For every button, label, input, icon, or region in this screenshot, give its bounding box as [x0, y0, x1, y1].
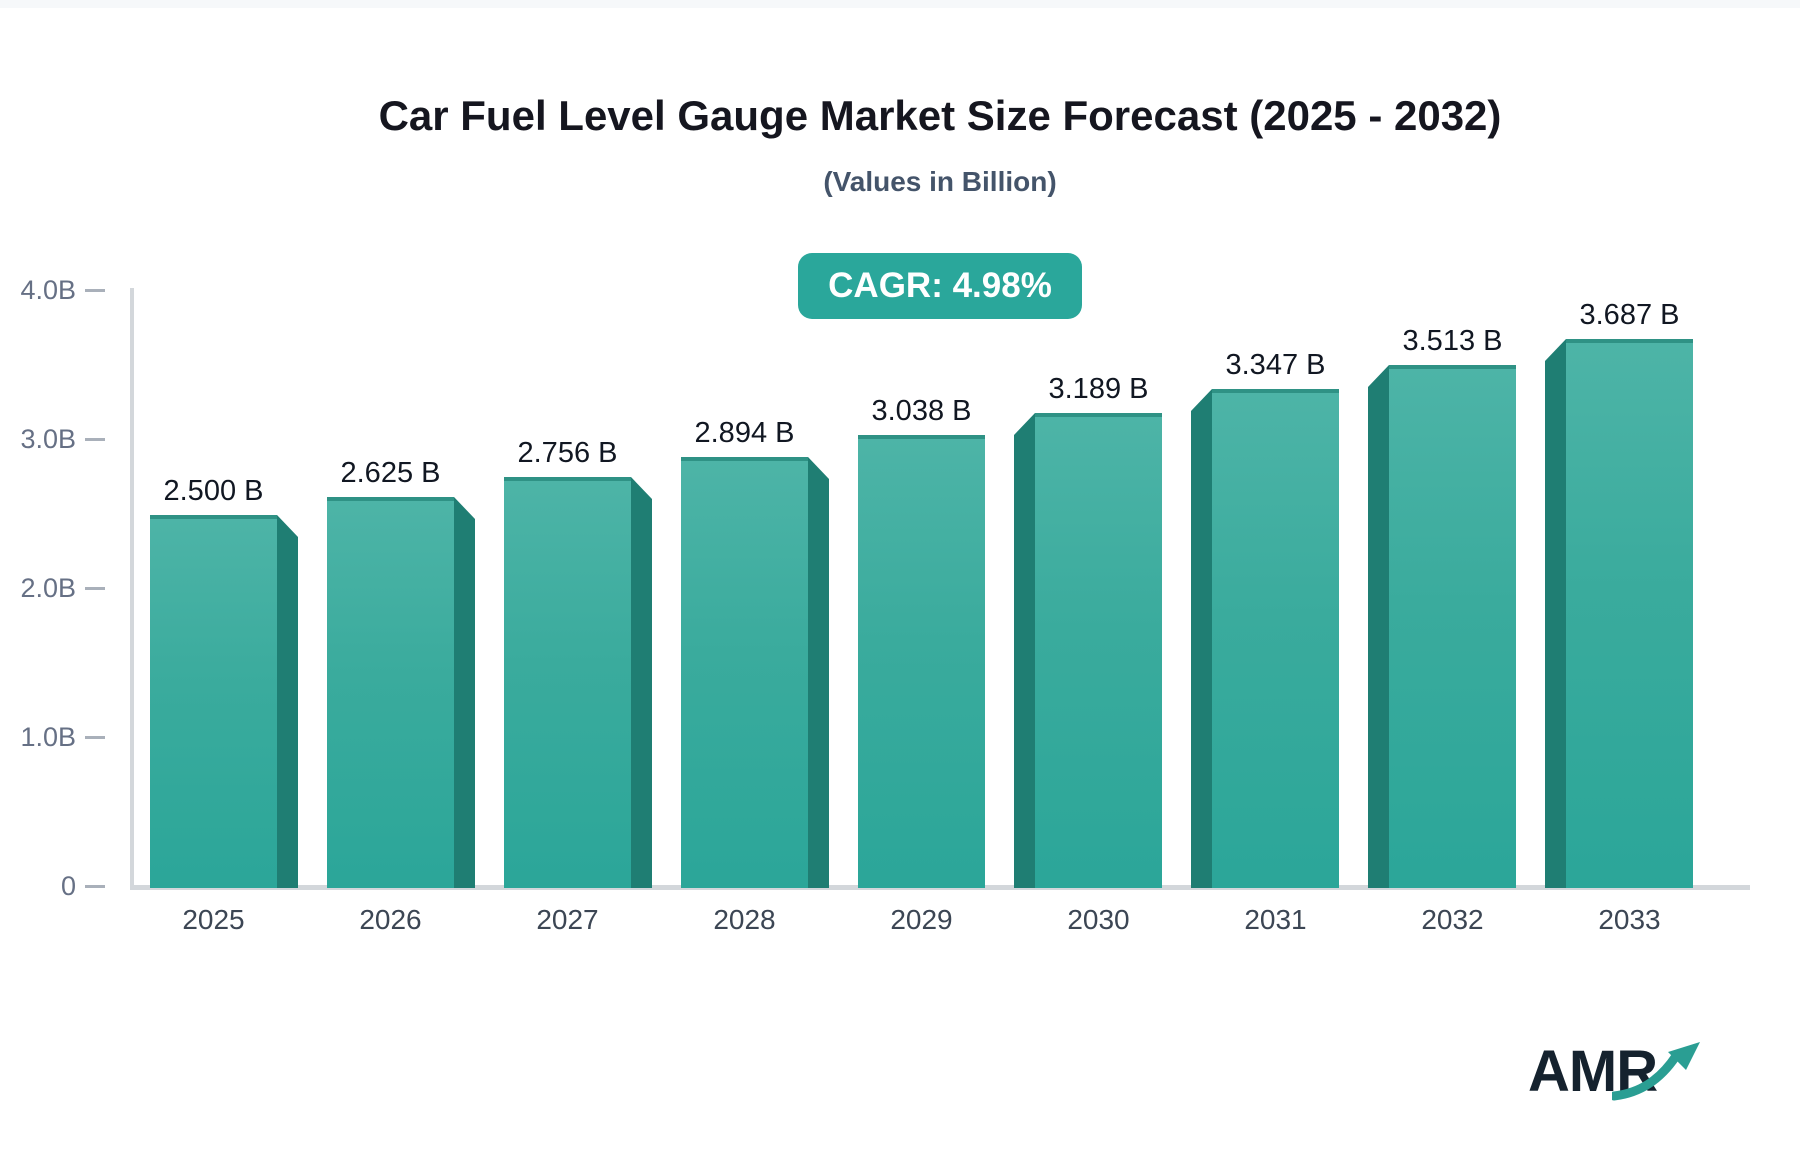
y-tick-label: 3.0B [20, 424, 76, 454]
bar-2031 [1212, 389, 1339, 888]
bar-value-label-2030: 3.189 B [1048, 373, 1149, 405]
x-tick-label-2031: 2031 [1244, 904, 1307, 935]
bar-side-2027 [631, 477, 652, 888]
bar-2027 [504, 477, 631, 888]
bar-side-2033 [1545, 339, 1566, 888]
bar-value-label-2028: 2.894 B [694, 417, 795, 449]
bar-side-2026 [454, 497, 475, 888]
y-tick-label: 0 [60, 871, 76, 901]
bar-2030 [1035, 413, 1162, 888]
page-top-edge [0, 0, 1800, 8]
y-tick-label: 4.0B [20, 275, 76, 305]
y-tick-dash [85, 885, 105, 888]
cagr-badge: CAGR: 4.98% [798, 253, 1082, 319]
y-tick-dash [85, 289, 105, 292]
bar-value-label-2029: 3.038 B [871, 395, 972, 427]
bar-2029 [858, 435, 985, 888]
y-tick-dash [85, 736, 105, 739]
growth-arrow-icon [1612, 1042, 1700, 1101]
bar-value-label-2025: 2.500 B [163, 475, 264, 507]
bar-side-2031 [1191, 389, 1212, 888]
x-tick-label-2032: 2032 [1421, 904, 1484, 935]
bar-value-label-2026: 2.625 B [340, 457, 441, 489]
bar-2025 [150, 515, 277, 888]
amr-logo: AMR [1528, 1038, 1708, 1108]
bar-side-2032 [1368, 365, 1389, 888]
bar-value-label-2031: 3.347 B [1225, 349, 1326, 381]
y-tick-label: 2.0B [20, 573, 76, 603]
bar-value-label-2032: 3.513 B [1402, 325, 1503, 357]
cagr-badge-wrap: CAGR: 4.98% [130, 253, 1750, 319]
y-axis-line [130, 288, 134, 888]
x-tick-label-2029: 2029 [890, 904, 953, 935]
x-tick-label-2033: 2033 [1598, 904, 1661, 935]
bar-2026 [327, 497, 454, 888]
y-tick-dash [85, 587, 105, 590]
y-tick-dash [85, 438, 105, 441]
bar-side-2025 [277, 515, 298, 888]
x-tick-label-2025: 2025 [182, 904, 245, 935]
y-tick-label: 1.0B [20, 722, 76, 752]
bar-side-2030 [1014, 413, 1035, 888]
bar-value-label-2033: 3.687 B [1579, 299, 1680, 331]
x-tick-label-2030: 2030 [1067, 904, 1130, 935]
bar-side-2028 [808, 457, 829, 888]
chart-subtitle: (Values in Billion) [823, 166, 1057, 197]
bar-value-label-2027: 2.756 B [517, 437, 618, 469]
bar-2028 [681, 457, 808, 888]
x-tick-label-2026: 2026 [359, 904, 422, 935]
x-tick-label-2028: 2028 [713, 904, 776, 935]
chart-title: Car Fuel Level Gauge Market Size Forecas… [378, 92, 1502, 139]
bar-2032 [1389, 365, 1516, 888]
x-tick-label-2027: 2027 [536, 904, 599, 935]
bar-2033 [1566, 339, 1693, 888]
